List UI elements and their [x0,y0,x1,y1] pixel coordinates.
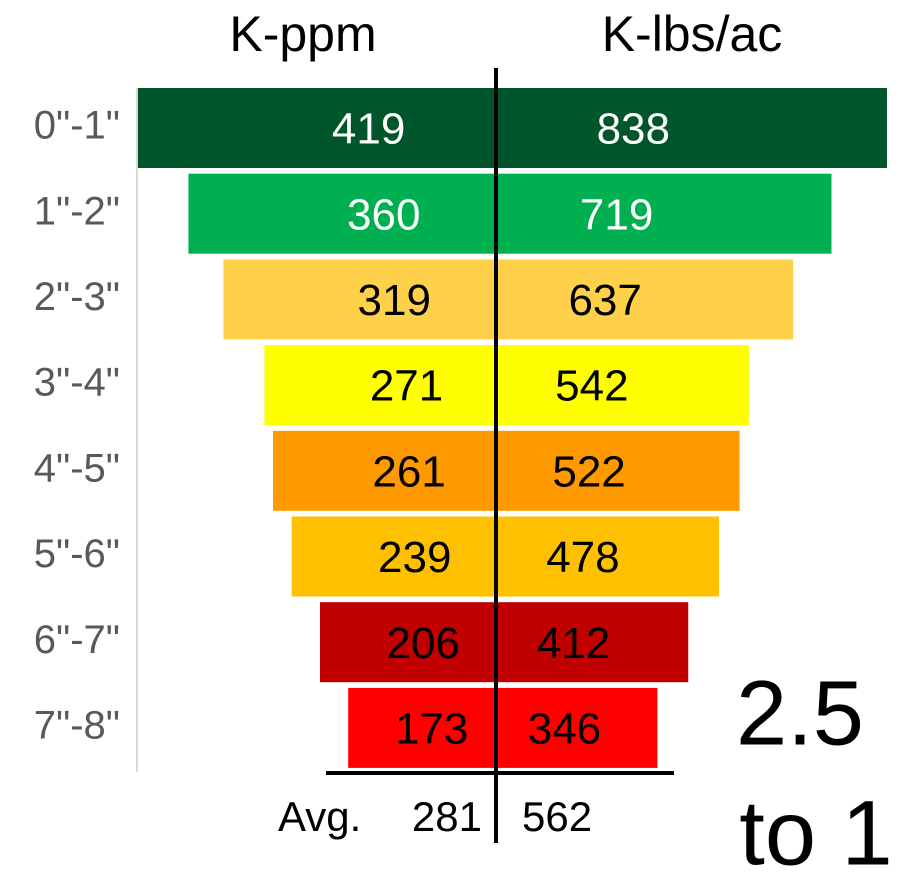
value-label: 173 [395,705,468,754]
value-label: 719 [580,190,653,239]
bar [496,173,832,254]
category-label: 5"-6" [34,532,120,576]
bar [188,173,496,254]
category-label: 4"-5" [34,446,120,490]
value-label: 206 [386,619,459,668]
bar [272,430,496,511]
category-label: 2"-3" [34,275,120,319]
value-label: 319 [358,276,431,325]
bar [496,430,740,511]
value-label: 271 [370,362,443,411]
average-value: 281 [412,793,482,840]
category-label: 6"-7" [34,618,120,662]
category-label: 3"-4" [34,361,120,405]
bar [496,88,887,168]
bar [319,602,496,683]
annotation: 2.5 [736,662,864,764]
left-header: K-ppm [229,6,376,62]
bar [496,516,720,597]
value-label: 478 [546,533,619,582]
bar [496,345,749,426]
value-label: 542 [555,362,628,411]
bar [348,687,496,768]
value-label: 360 [347,190,420,239]
value-label: 412 [537,619,610,668]
bar [223,259,496,340]
category-label: 1"-2" [34,189,120,233]
bar [264,345,496,426]
value-label: 346 [528,705,601,754]
category-label: 7"-8" [34,703,120,747]
bar [138,88,496,168]
bar [291,516,496,597]
bar [496,687,658,768]
bar [496,602,689,683]
value-label: 838 [597,105,670,154]
average-value: 562 [522,793,592,840]
value-label: 239 [378,533,451,582]
right-header: K-lbs/ac [602,6,783,62]
annotation: to 1 [739,782,892,876]
value-label: 522 [552,447,625,496]
average-label: Avg. [278,793,361,840]
category-label: 0"-1" [34,104,120,148]
value-label: 419 [332,105,405,154]
value-label: 261 [372,447,445,496]
bar [496,259,794,340]
value-label: 637 [568,276,641,325]
